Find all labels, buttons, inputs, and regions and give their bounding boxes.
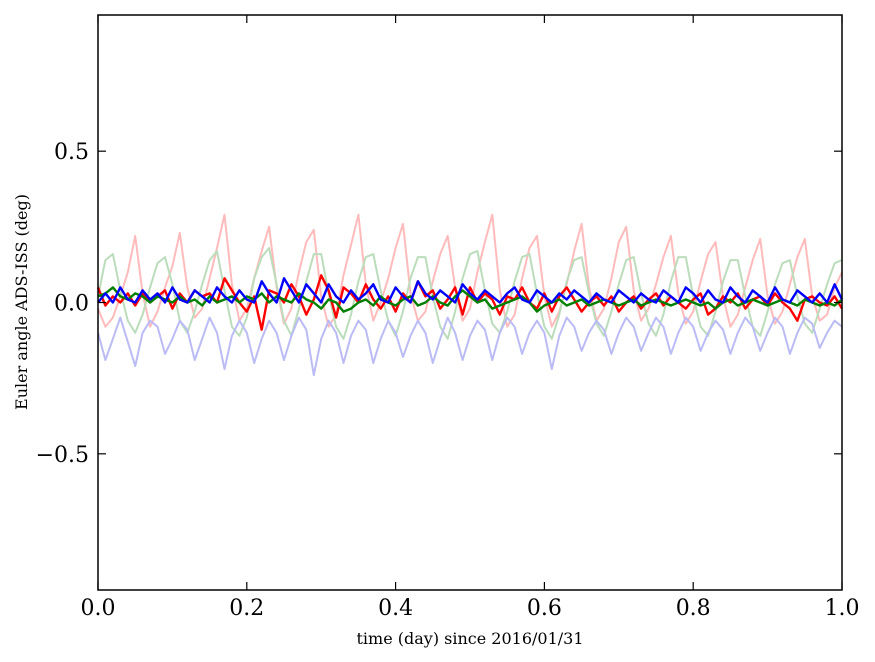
x-tick-label: 0.6 (527, 596, 562, 621)
y-tick-label: 0.0 (54, 292, 89, 317)
y-axis-label: Euler angle ADS-ISS (deg) (12, 194, 31, 410)
series-line-0 (97, 213, 843, 328)
x-tick-label: 0.8 (676, 596, 711, 621)
x-tick-label: 0.2 (229, 596, 264, 621)
series-layer (96, 213, 844, 377)
series-line-2 (97, 316, 843, 377)
y-tick-label: −0.5 (36, 443, 89, 468)
x-tick-label: 0.4 (378, 596, 413, 621)
series-line-4 (97, 286, 843, 313)
plot-frame (97, 14, 843, 591)
series-line-5 (97, 277, 844, 304)
ticks-layer: 0.0 0.2 0.4 0.6 0.8 1.0 −0.5 0.0 0.5 (36, 15, 860, 621)
x-tick-label: 1.0 (825, 596, 860, 621)
x-axis-label: time (day) since 2016/01/31 (356, 629, 583, 648)
x-tick-label: 0.0 (81, 596, 116, 621)
series-line-3 (96, 274, 844, 331)
y-tick-label: 0.5 (54, 140, 89, 165)
